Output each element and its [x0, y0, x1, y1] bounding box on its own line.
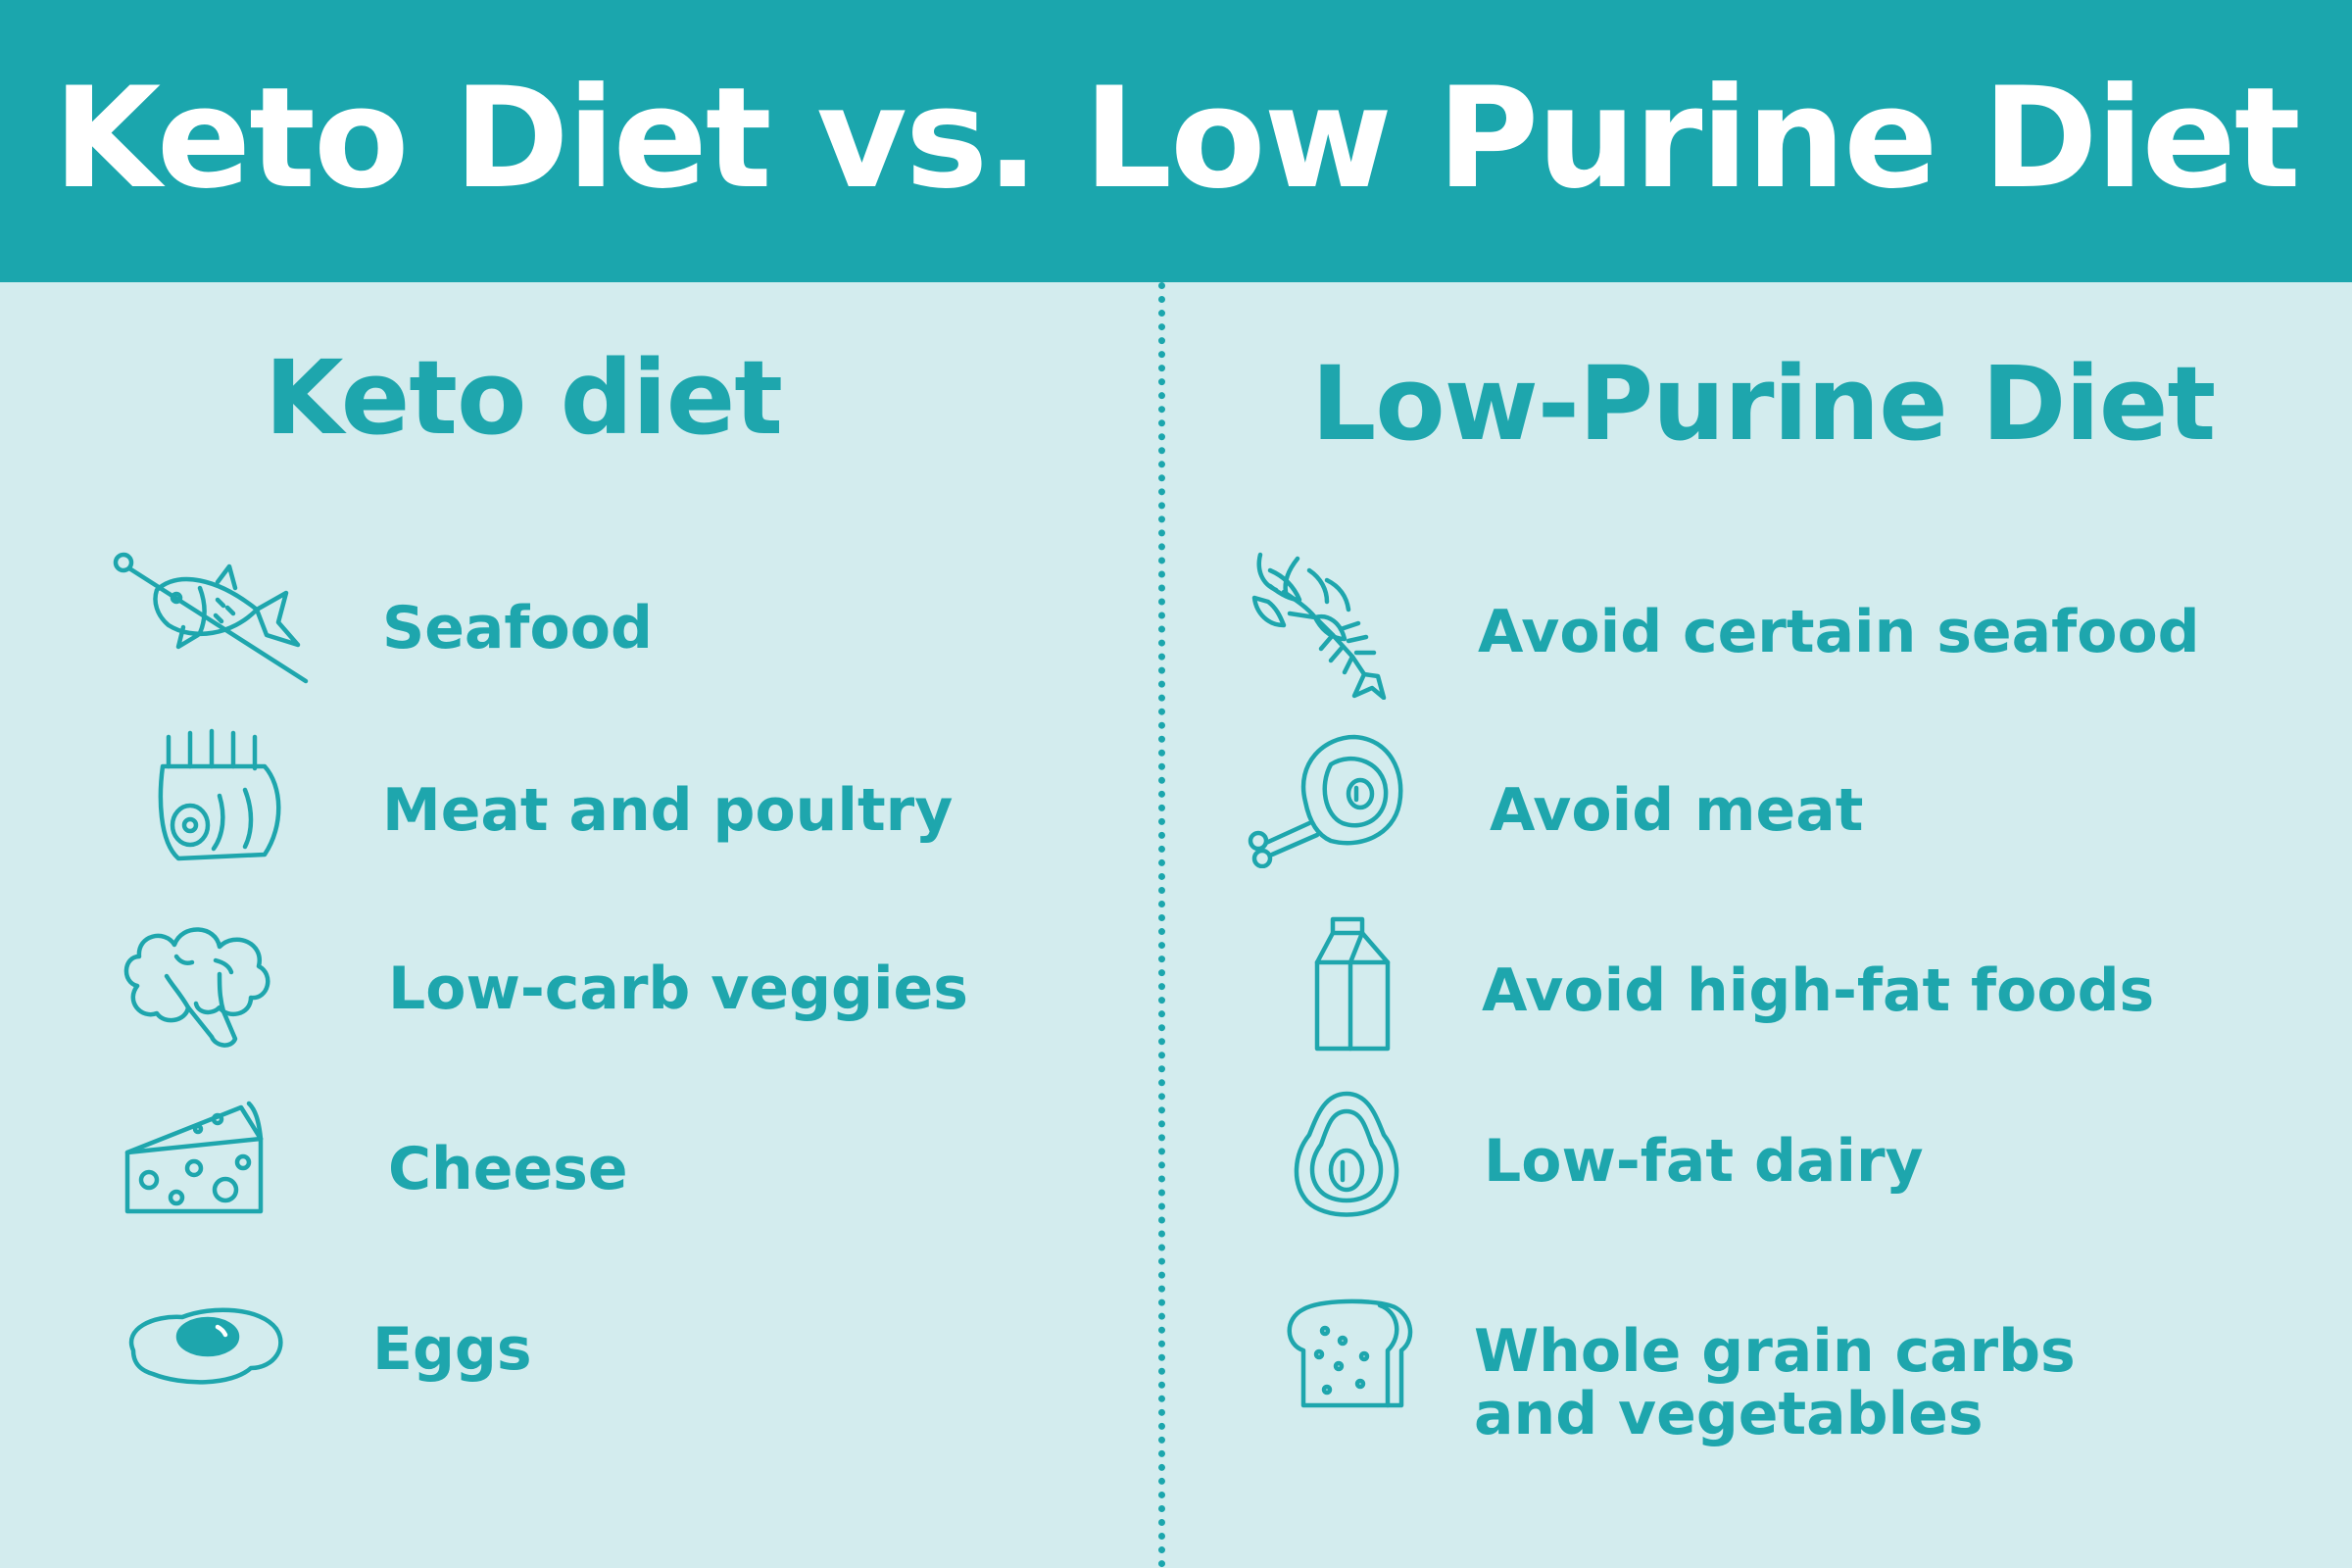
ham-leg-icon: [1237, 733, 1407, 868]
milk-carton-icon: [1303, 915, 1396, 1053]
low-purine-column-title: Low-Purine Diet: [1311, 344, 2216, 464]
fried-egg-icon: [123, 1299, 286, 1388]
keto-item-label-cheese: Cheese: [388, 1135, 628, 1203]
low-purine-item-label-grains-line2: and vegetables: [1474, 1380, 1984, 1448]
keto-item-label-meat: Meat and poultry: [382, 776, 954, 845]
column-divider: [1158, 282, 1165, 1568]
keto-item-label-seafood: Seafood: [382, 594, 653, 662]
header-banner: Keto Diet vs. Low Purine Diet: [0, 0, 2352, 282]
broccoli-icon: [118, 917, 274, 1053]
lobster-icon: [1250, 551, 1392, 700]
bread-loaf-icon: [1282, 1296, 1419, 1411]
keto-column-title: Keto diet: [265, 338, 783, 458]
rack-of-lamb-icon: [155, 727, 290, 864]
keto-item-label-veggies: Low-carb veggies: [388, 955, 968, 1023]
avocado-icon: [1290, 1090, 1405, 1217]
cheese-wedge-icon: [120, 1100, 267, 1219]
low-purine-item-label-dairy: Low-fat dairy: [1484, 1127, 1924, 1196]
keto-item-label-eggs: Eggs: [372, 1315, 532, 1384]
low-purine-item-label-high-fat: Avoid high-fat foods: [1482, 956, 2155, 1025]
low-purine-item-label-seafood: Avoid certain seafood: [1478, 598, 2200, 666]
page-title: Keto Diet vs. Low Purine Diet: [53, 58, 2300, 220]
fish-skewer-icon: [110, 549, 316, 686]
low-purine-item-label-meat: Avoid meat: [1490, 776, 1864, 845]
low-purine-item-label-grains-line1: Whole grain carbs: [1474, 1317, 2076, 1386]
